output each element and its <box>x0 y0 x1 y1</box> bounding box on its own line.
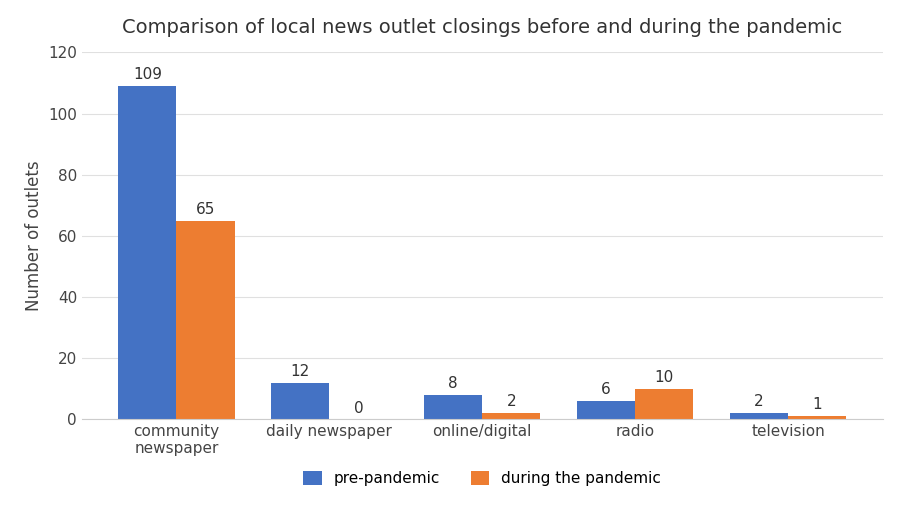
Text: 8: 8 <box>449 376 458 391</box>
Y-axis label: Number of outlets: Number of outlets <box>25 160 43 311</box>
Bar <box>271 383 329 419</box>
Text: 2: 2 <box>507 395 516 409</box>
Bar <box>788 416 846 419</box>
Bar <box>177 221 235 419</box>
Text: 6: 6 <box>602 382 611 397</box>
Bar <box>730 413 788 419</box>
Text: 10: 10 <box>654 370 674 385</box>
Text: 0: 0 <box>354 400 363 416</box>
Bar <box>635 389 693 419</box>
Bar <box>577 401 635 419</box>
Legend: pre-pandemic, during the pandemic: pre-pandemic, during the pandemic <box>298 465 667 492</box>
Title: Comparison of local news outlet closings before and during the pandemic: Comparison of local news outlet closings… <box>122 18 843 37</box>
Bar <box>118 86 177 419</box>
Text: 1: 1 <box>813 398 822 412</box>
Bar <box>482 413 541 419</box>
Text: 65: 65 <box>196 202 215 217</box>
Text: 109: 109 <box>133 68 162 82</box>
Text: 12: 12 <box>290 364 310 379</box>
Bar <box>424 395 482 419</box>
Text: 2: 2 <box>754 395 763 409</box>
